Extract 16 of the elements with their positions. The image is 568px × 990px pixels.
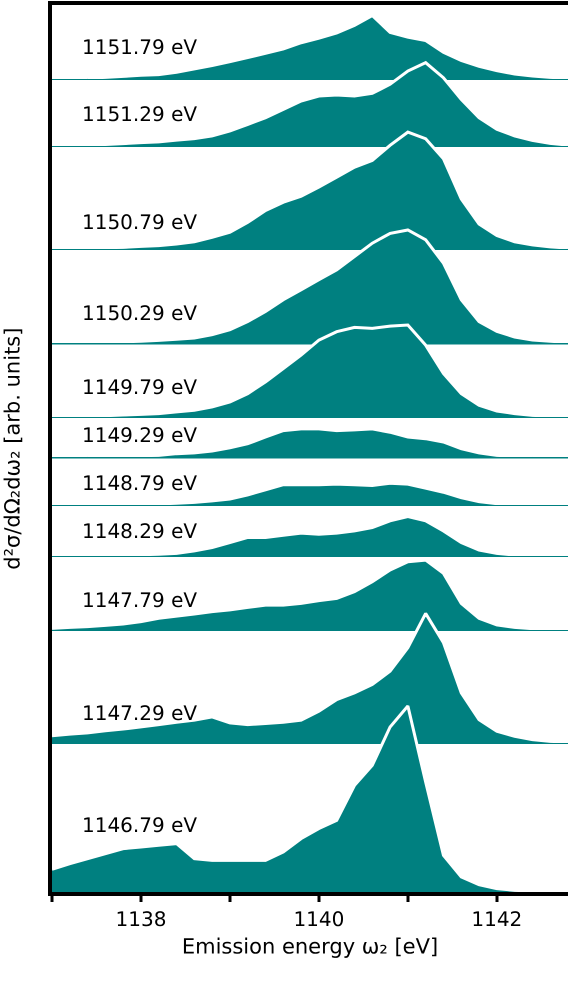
x-tick-label: 1142 <box>471 907 522 931</box>
series-label: 1147.29 eV <box>82 701 198 725</box>
x-axis-title: Emission energy ω₂ [eV] <box>182 934 438 959</box>
series-label: 1150.79 eV <box>82 210 198 234</box>
series-label: 1146.79 eV <box>82 813 198 837</box>
series-label: 1151.79 eV <box>82 35 198 59</box>
series-label: 1151.29 eV <box>82 102 198 126</box>
series-label: 1149.79 eV <box>82 375 198 399</box>
series-label: 1148.29 eV <box>82 519 198 543</box>
series-label: 1150.29 eV <box>82 301 198 325</box>
series-label: 1149.29 eV <box>82 423 198 447</box>
series-label: 1147.79 eV <box>82 588 198 612</box>
x-tick-label: 1140 <box>293 907 344 931</box>
y-axis-title: d²σ/dΩ₂dω₂ [arb. units] <box>0 328 25 570</box>
series-label: 1148.79 eV <box>82 471 198 495</box>
x-tick-label: 1138 <box>116 907 166 931</box>
